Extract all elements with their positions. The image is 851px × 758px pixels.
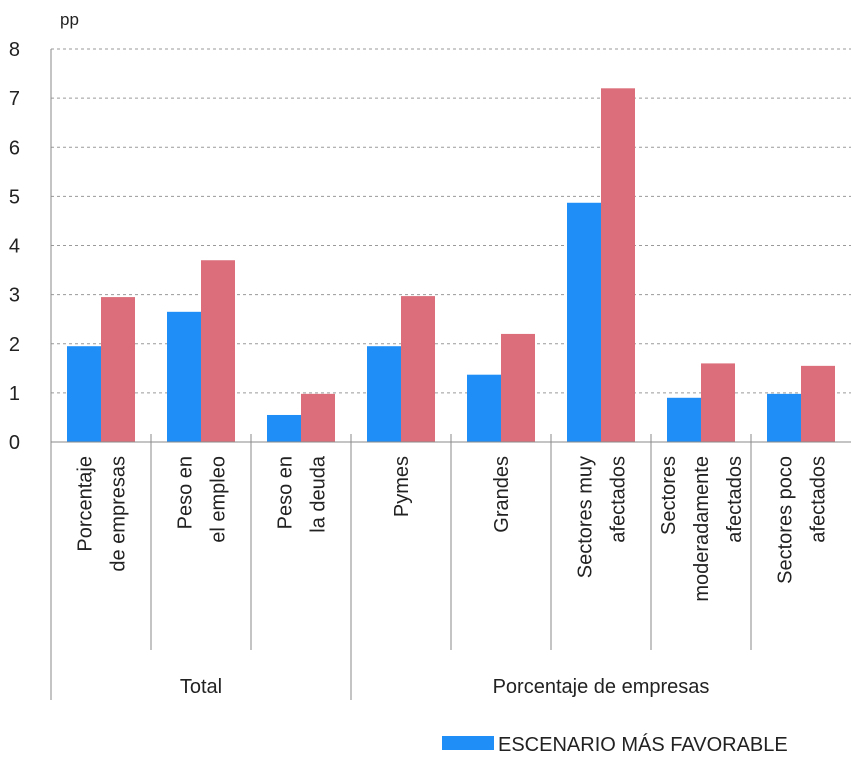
bar-series-1: [767, 393, 801, 442]
bar-series-2: [701, 363, 735, 442]
axes: [50, 49, 851, 700]
bar-series-1: [567, 202, 601, 442]
bar-series-1: [267, 414, 301, 442]
x-category-label: Peso en el empleo: [175, 456, 230, 543]
bar-series-1: [67, 346, 101, 442]
x-group-label: Total: [180, 676, 222, 698]
x-category-label: Pymes: [391, 456, 413, 517]
y-tick-label: 5: [9, 186, 20, 208]
y-tick-label: 6: [9, 137, 20, 159]
y-axis-unit-label: pp: [60, 10, 79, 29]
legend: ESCENARIO MÁS FAVORABLE: [442, 733, 788, 756]
bar-series-2: [401, 296, 435, 442]
x-category-label: Sectores muy afectados: [575, 456, 630, 578]
x-group-label: Porcentaje de empresas: [493, 676, 710, 698]
bars: [67, 88, 835, 443]
x-category-label: Sectores moderadamente afectados: [658, 456, 746, 602]
bar-series-2: [501, 333, 535, 442]
y-tick-label: 4: [9, 236, 20, 258]
x-category-label: Sectores poco afectados: [775, 456, 830, 584]
y-tick-label: 1: [9, 383, 20, 405]
y-tick-label: 2: [9, 334, 20, 356]
bar-series-1: [467, 374, 501, 442]
y-tick-label: 8: [9, 39, 20, 61]
bar-series-2: [201, 260, 235, 442]
x-axis-category-labels: Porcentaje de empresas Peso en el empleo Pes…: [75, 455, 830, 602]
legend-swatch: [442, 736, 494, 750]
x-category-label: Grandes: [491, 456, 513, 533]
x-axis-group-labels: Total Porcentaje de empresas: [180, 676, 710, 698]
bar-series-1: [167, 311, 201, 442]
y-tick-label: 3: [9, 285, 20, 307]
y-axis-ticks: 0 1 2 3 4 5 6 7 8: [9, 39, 20, 454]
bar-series-1: [367, 346, 401, 442]
y-tick-label: 0: [9, 432, 20, 454]
bar-series-2: [101, 297, 135, 442]
bar-series-2: [801, 365, 835, 442]
bar-series-2: [601, 88, 635, 443]
bar-series-2: [301, 393, 335, 442]
legend-label: ESCENARIO MÁS FAVORABLE: [498, 733, 788, 756]
x-category-label: Peso en la deuda: [275, 455, 330, 533]
bar-series-1: [667, 397, 701, 442]
x-category-label: Porcentaje de empresas: [75, 456, 130, 572]
y-tick-label: 7: [9, 88, 20, 110]
